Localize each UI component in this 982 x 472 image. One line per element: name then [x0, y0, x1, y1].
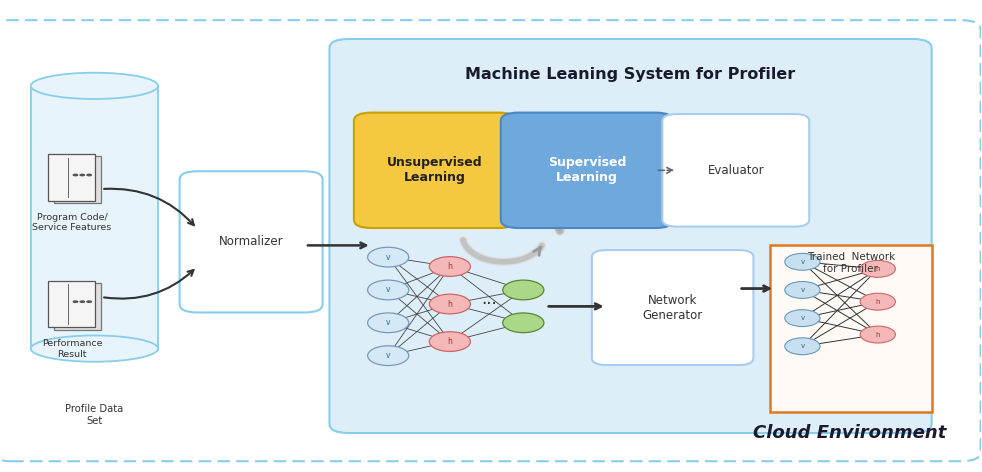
Circle shape — [86, 174, 92, 177]
FancyBboxPatch shape — [329, 39, 932, 433]
FancyBboxPatch shape — [48, 154, 95, 201]
Text: h: h — [448, 262, 453, 271]
Circle shape — [429, 257, 470, 276]
Circle shape — [367, 346, 409, 365]
Circle shape — [80, 174, 85, 177]
Circle shape — [429, 332, 470, 352]
Circle shape — [785, 338, 820, 355]
FancyBboxPatch shape — [592, 250, 753, 365]
Text: Program Code/
Service Features: Program Code/ Service Features — [32, 212, 112, 232]
Circle shape — [86, 300, 92, 303]
Text: Normalizer: Normalizer — [219, 236, 284, 248]
Text: v: v — [386, 318, 391, 327]
FancyBboxPatch shape — [663, 114, 809, 227]
FancyBboxPatch shape — [54, 156, 101, 203]
Text: v: v — [800, 287, 804, 293]
Circle shape — [785, 310, 820, 327]
FancyBboxPatch shape — [0, 20, 981, 461]
Circle shape — [860, 293, 896, 310]
FancyBboxPatch shape — [48, 280, 95, 328]
Text: Evaluator: Evaluator — [707, 164, 764, 177]
Text: h: h — [448, 337, 453, 346]
Ellipse shape — [30, 336, 158, 362]
Circle shape — [785, 281, 820, 298]
Text: v: v — [800, 315, 804, 321]
Polygon shape — [30, 86, 158, 349]
Circle shape — [503, 313, 544, 333]
Text: Profile Data
Set: Profile Data Set — [65, 405, 124, 426]
Text: Machine Leaning System for Profiler: Machine Leaning System for Profiler — [465, 67, 795, 82]
Text: h: h — [876, 299, 880, 305]
Circle shape — [80, 300, 85, 303]
Text: Performance
Result: Performance Result — [41, 339, 102, 359]
Circle shape — [429, 294, 470, 314]
Text: v: v — [386, 253, 391, 261]
Circle shape — [73, 300, 79, 303]
Circle shape — [73, 174, 79, 177]
Circle shape — [785, 253, 820, 270]
Text: h: h — [876, 331, 880, 337]
Circle shape — [860, 326, 896, 343]
Circle shape — [860, 261, 896, 277]
FancyBboxPatch shape — [354, 113, 517, 228]
Text: Supervised
Learning: Supervised Learning — [548, 156, 627, 184]
Text: h: h — [876, 266, 880, 272]
FancyBboxPatch shape — [770, 245, 932, 412]
Text: Network
Generator: Network Generator — [642, 294, 703, 321]
Text: v: v — [386, 286, 391, 295]
Text: ···: ··· — [481, 295, 497, 313]
Text: v: v — [800, 259, 804, 265]
Circle shape — [367, 280, 409, 300]
Ellipse shape — [30, 73, 158, 99]
Text: Cloud Environment: Cloud Environment — [753, 424, 947, 442]
Circle shape — [367, 247, 409, 267]
FancyBboxPatch shape — [54, 283, 101, 330]
Text: Trained  Network
for Profiler: Trained Network for Profiler — [807, 253, 895, 274]
Circle shape — [367, 313, 409, 333]
FancyBboxPatch shape — [501, 113, 673, 228]
Text: v: v — [386, 351, 391, 360]
Text: v: v — [800, 343, 804, 349]
Text: Unsupervised
Learning: Unsupervised Learning — [387, 156, 483, 184]
FancyBboxPatch shape — [180, 171, 322, 312]
Circle shape — [503, 280, 544, 300]
Text: h: h — [448, 300, 453, 309]
